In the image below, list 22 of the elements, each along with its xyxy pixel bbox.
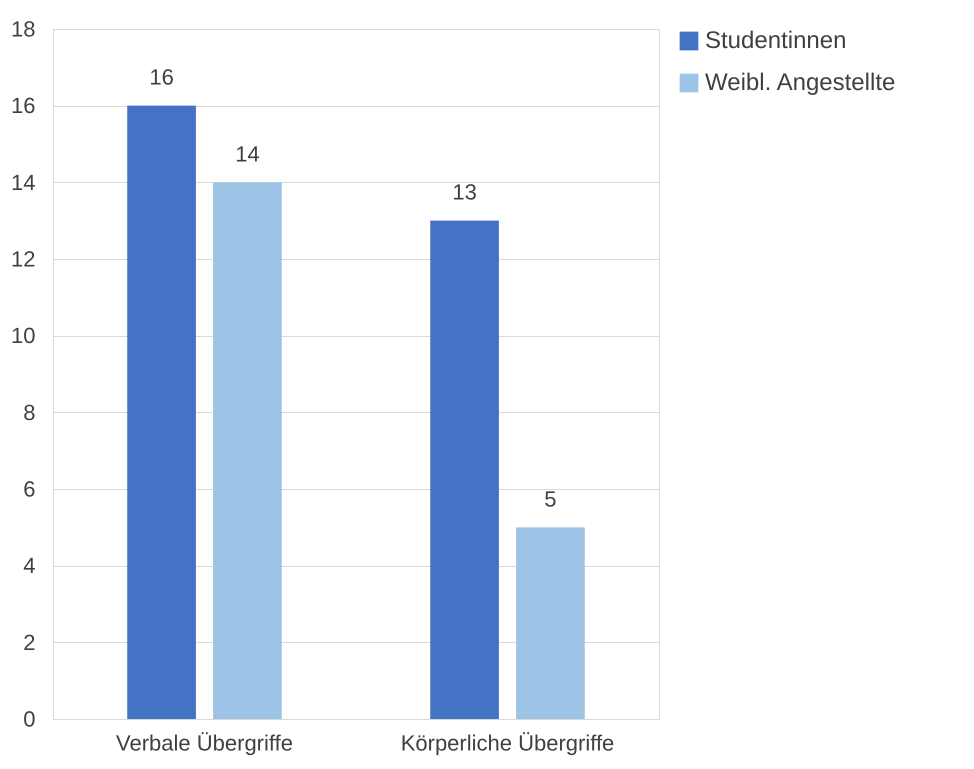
y-tick-label: 4 bbox=[23, 553, 36, 578]
x-tick-label: Körperliche Übergriffe bbox=[400, 730, 614, 756]
y-tick-label: 6 bbox=[23, 476, 36, 502]
y-tick-label: 14 bbox=[11, 170, 36, 195]
legend-label: Studentinnen bbox=[705, 27, 846, 54]
data-label: 16 bbox=[149, 64, 174, 90]
bar bbox=[127, 106, 196, 719]
y-tick-label: 10 bbox=[11, 323, 36, 348]
bar bbox=[430, 220, 499, 719]
y-tick-label: 18 bbox=[11, 16, 36, 42]
data-label: 13 bbox=[452, 180, 477, 205]
bar bbox=[213, 182, 282, 719]
legend-label: Weibl. Angestellte bbox=[705, 69, 896, 96]
data-label: 14 bbox=[235, 141, 260, 166]
y-tick-label: 8 bbox=[23, 400, 36, 425]
bar bbox=[516, 527, 585, 719]
data-label: 5 bbox=[544, 486, 557, 512]
y-tick-label: 12 bbox=[11, 246, 36, 272]
y-tick-label: 0 bbox=[23, 706, 36, 732]
y-tick-label: 2 bbox=[23, 630, 36, 655]
y-tick-label: 16 bbox=[11, 93, 36, 118]
x-tick-label: Verbale Übergriffe bbox=[116, 730, 293, 756]
